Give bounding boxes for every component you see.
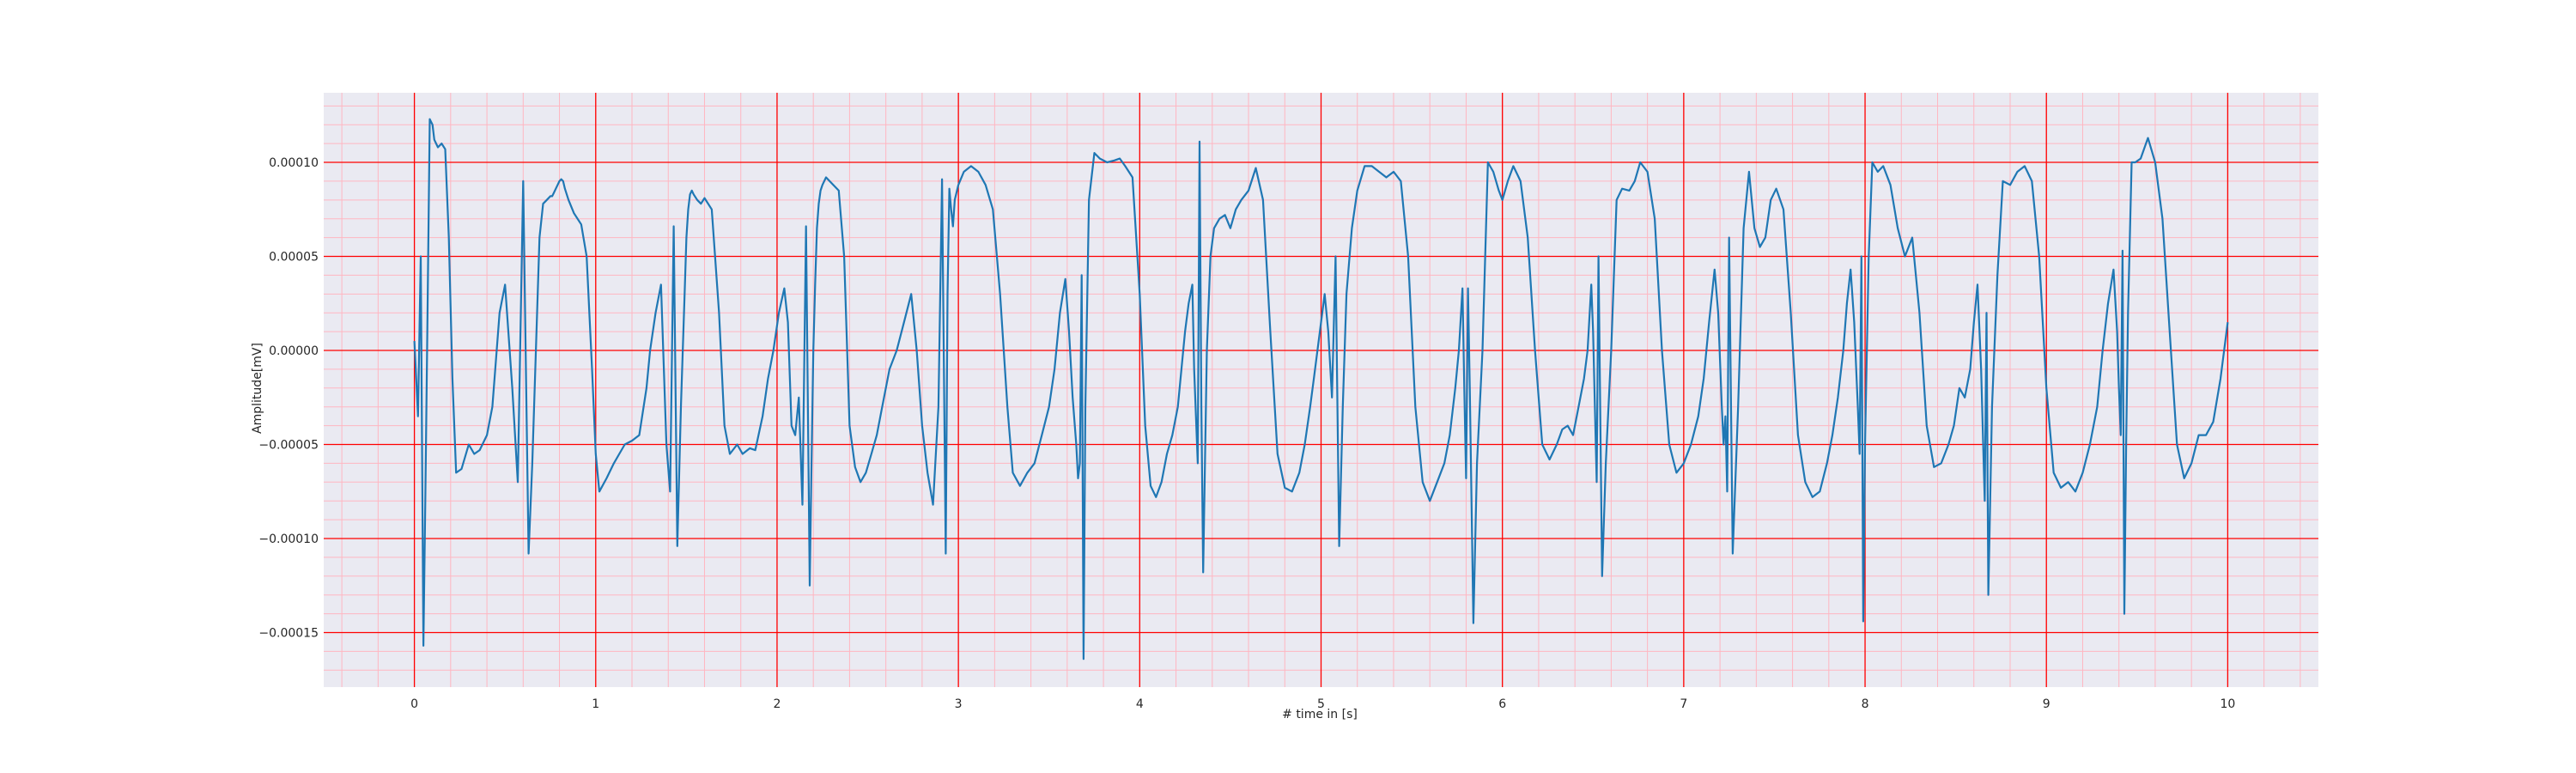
y-tick-label: −0.00015	[258, 626, 319, 640]
x-tick-label: 5	[1317, 697, 1325, 711]
x-tick-label: 6	[1498, 697, 1506, 711]
y-tick-label: −0.00010	[258, 533, 319, 546]
y-tick-label: 0.00005	[269, 251, 319, 265]
x-tick-label: 2	[773, 697, 781, 711]
x-tick-label: 4	[1136, 697, 1144, 711]
x-tick-labels: 0 1 2 3 4 5 6 7 8 9 10	[410, 697, 2235, 711]
x-tick-label: 3	[955, 697, 963, 711]
y-axis-label: Amplitude[mV]	[251, 343, 264, 434]
x-axis-label: # time in [s]	[1282, 708, 1358, 721]
x-tick-label: 1	[592, 697, 599, 711]
y-tick-label: −0.00005	[258, 439, 319, 453]
x-tick-label: 0	[410, 697, 418, 711]
x-tick-label: 7	[1680, 697, 1687, 711]
signal-line	[413, 118, 2229, 660]
y-tick-label: 0.00010	[269, 156, 319, 170]
x-tick-label: 10	[2220, 697, 2235, 711]
y-tick-label: 0.00000	[269, 344, 319, 358]
y-tick-labels: 0.00010 0.00005 0.00000 −0.00005 −0.00010 −0.…	[258, 156, 319, 640]
x-tick-label: 8	[1862, 697, 1869, 711]
x-tick-label: 9	[2043, 697, 2050, 711]
